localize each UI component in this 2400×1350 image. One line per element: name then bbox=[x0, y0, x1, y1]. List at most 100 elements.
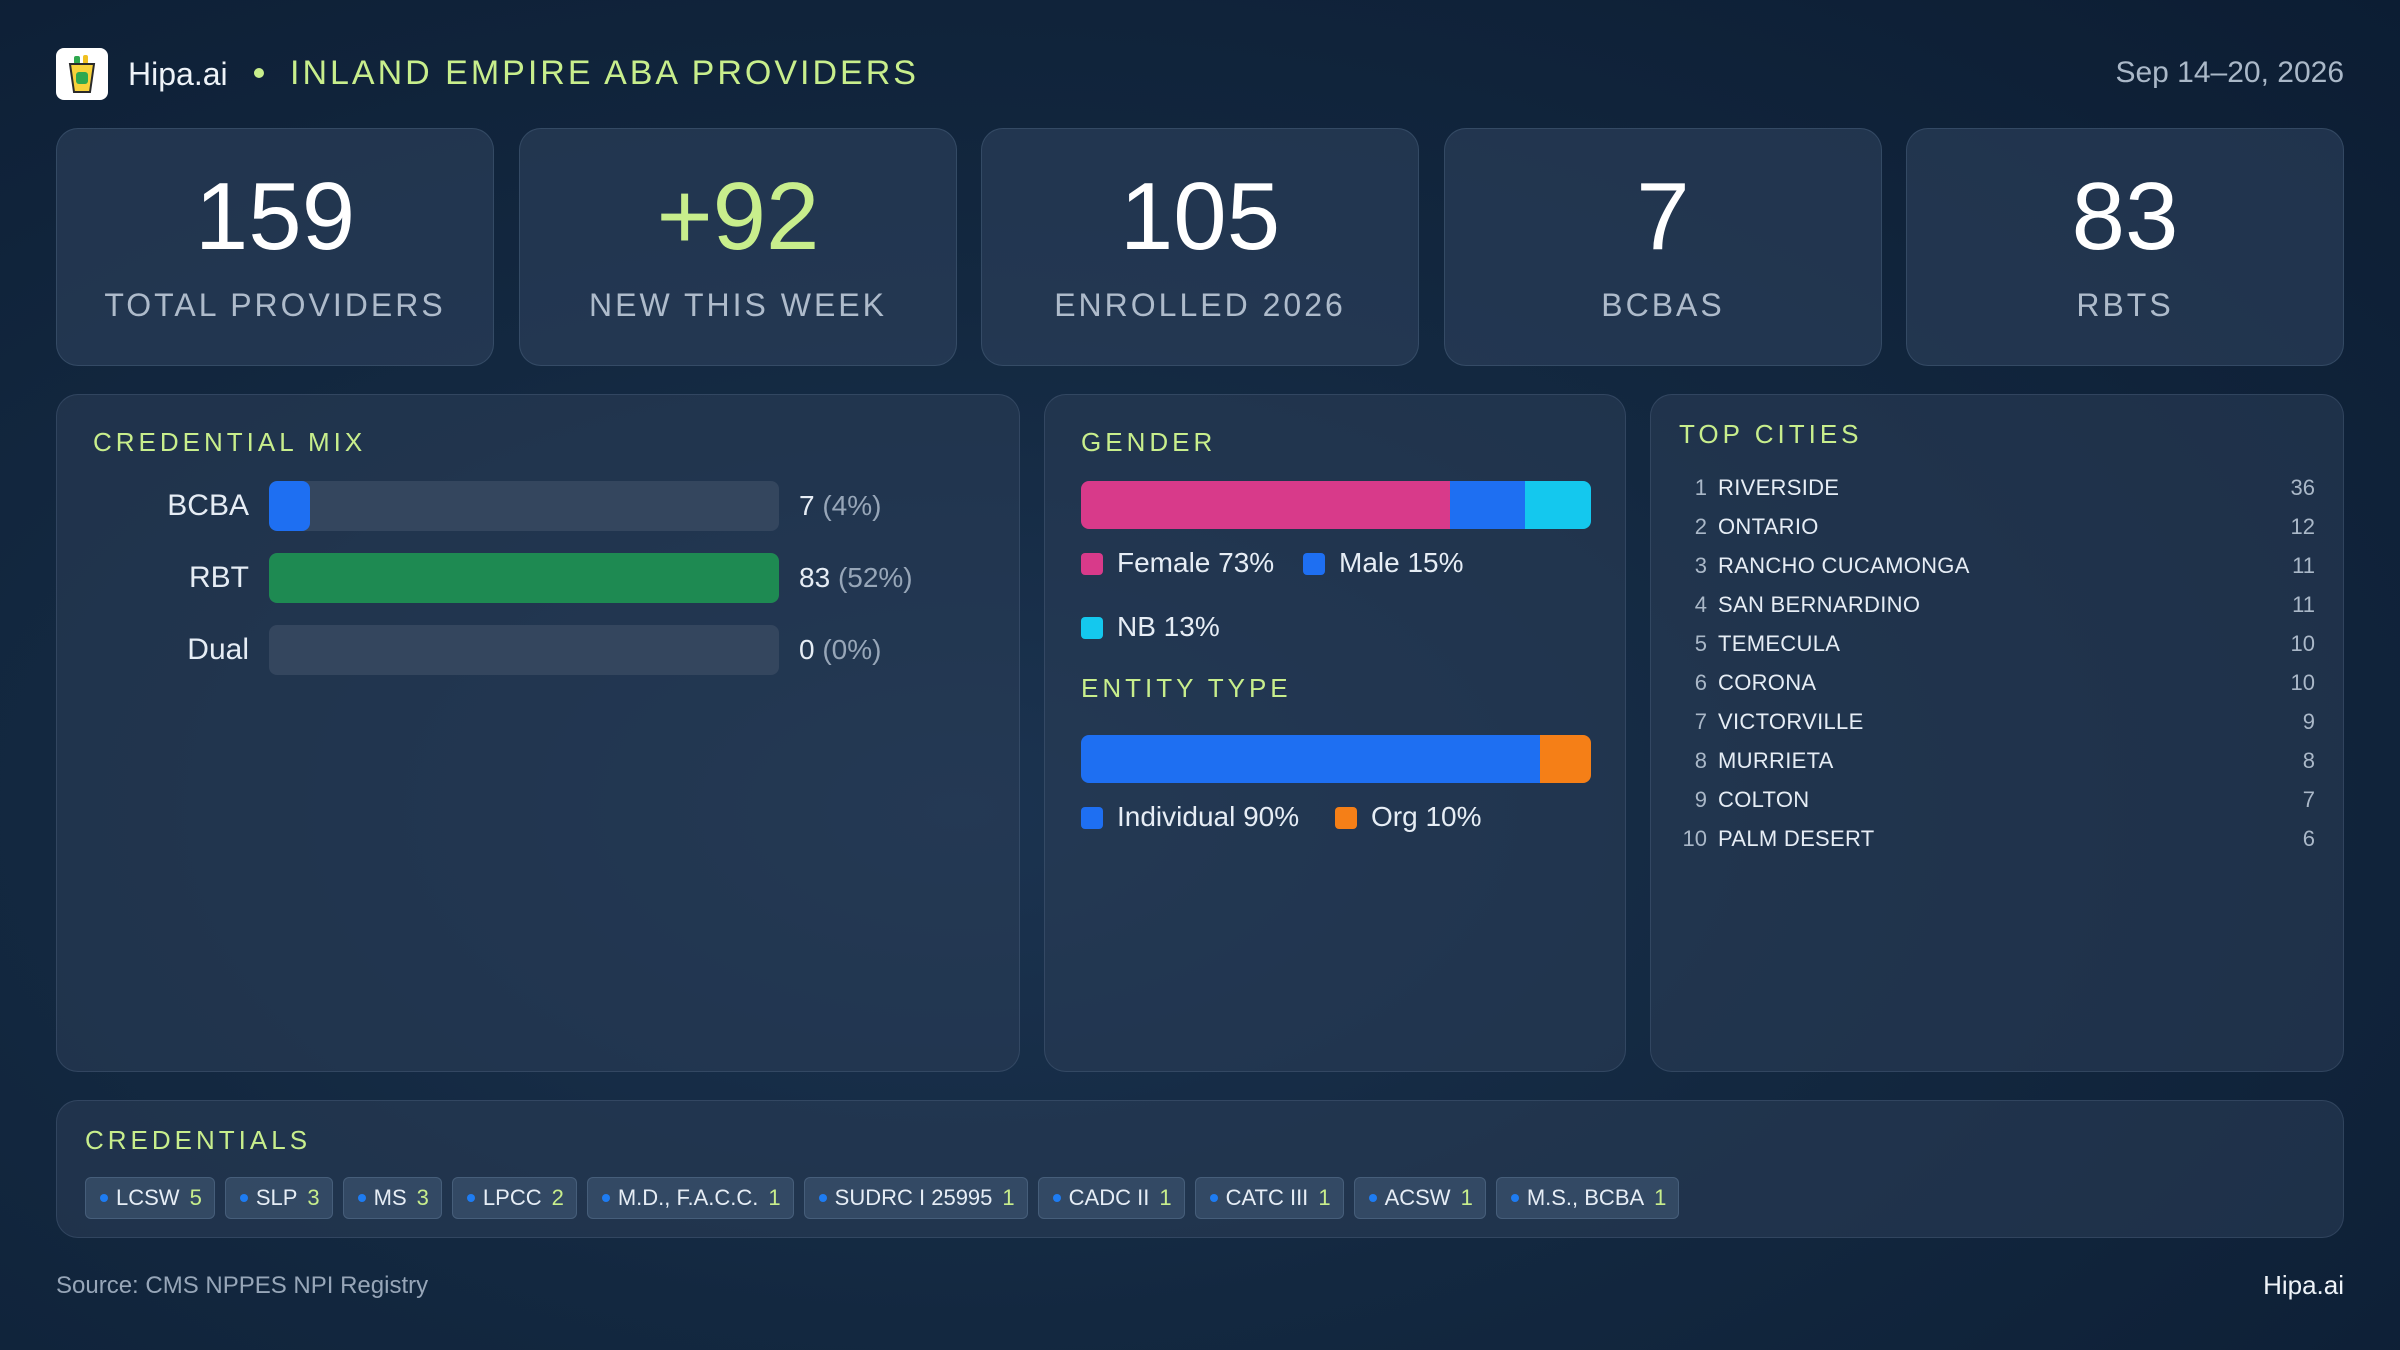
city-rank: 8 bbox=[1694, 748, 1707, 773]
city-row: 10 PALM DESERT 6 bbox=[1651, 826, 2343, 865]
city-list: 1 RIVERSIDE 36 2 ONTARIO 12 3 RANCHO CUCAMONGA 1… bbox=[1651, 475, 2343, 875]
legend-org: Org 10% bbox=[1335, 801, 1482, 833]
city-count: 10 bbox=[2290, 631, 2315, 656]
credentials-panel: CREDENTIALS LCSW 5 SLP 3 MS 3 LPCC 2 M.D., F.A.C… bbox=[56, 1100, 2344, 1238]
date-range: Sep 14–20, 2026 bbox=[2115, 56, 2344, 89]
panel-title: CREDENTIALS bbox=[85, 1125, 312, 1155]
credential-row-value: 0 (0%) bbox=[799, 634, 881, 666]
credential-chip: M.S., BCBA 1 bbox=[1495, 1177, 1680, 1219]
credential-bar-track bbox=[269, 553, 779, 603]
credential-chip: ACSW 1 bbox=[1353, 1177, 1486, 1219]
credential-count: 83 bbox=[799, 562, 831, 593]
kpi-label: NEW THIS WEEK bbox=[589, 287, 887, 323]
city-count: 12 bbox=[2290, 514, 2315, 539]
city-row: 7 VICTORVILLE 9 bbox=[1651, 709, 2343, 748]
credential-bar-fill bbox=[269, 481, 310, 531]
kpi-value: 105 bbox=[1119, 163, 1281, 270]
city-name: SAN BERNARDINO bbox=[1718, 592, 1921, 617]
chip-dot-icon bbox=[100, 1194, 108, 1202]
kpi-value: 159 bbox=[194, 163, 356, 270]
legend-swatch bbox=[1081, 807, 1103, 829]
legend-swatch bbox=[1081, 617, 1103, 639]
legend-label: Male 15% bbox=[1339, 547, 1464, 578]
credential-chip: LCSW 5 bbox=[85, 1177, 215, 1219]
chip-dot-icon bbox=[601, 1194, 610, 1202]
city-name: RANCHO CUCAMONGA bbox=[1718, 553, 1970, 578]
credential-chip: SLP 3 bbox=[224, 1177, 333, 1219]
kpi-enrolled-2026: 105 ENROLLED 2026 bbox=[981, 128, 1419, 366]
chip-label: LPCC bbox=[482, 1185, 542, 1210]
chip-count: 5 bbox=[189, 1185, 202, 1210]
city-row: 8 MURRIETA 8 bbox=[1651, 748, 2343, 787]
kpi-value: 83 bbox=[2071, 163, 2179, 270]
chip-label: M.D., F.A.C.C. bbox=[617, 1185, 759, 1210]
page-title-text: INLAND EMPIRE ABA PROVIDERS bbox=[290, 54, 919, 92]
stack-segment bbox=[1081, 735, 1540, 783]
city-rank: 10 bbox=[1682, 826, 1707, 851]
kpi-label: TOTAL PROVIDERS bbox=[104, 287, 446, 323]
city-row: 6 CORONA 10 bbox=[1651, 670, 2343, 709]
kpi-label: RBTS bbox=[2076, 287, 2174, 323]
chip-count: 3 bbox=[416, 1185, 429, 1210]
chip-count: 1 bbox=[768, 1185, 781, 1210]
city-name: TEMECULA bbox=[1718, 631, 1841, 656]
chip-dot-icon bbox=[1368, 1194, 1377, 1202]
stack-segment bbox=[1525, 481, 1591, 529]
kpi-new-this-week: +92 NEW THIS WEEK bbox=[519, 128, 957, 366]
source-note: Source: CMS NPPES NPI Registry bbox=[56, 1272, 429, 1299]
city-rank: 5 bbox=[1694, 631, 1707, 656]
kpi-label: ENROLLED 2026 bbox=[1054, 287, 1346, 323]
kpi-bcbas: 7 BCBAS bbox=[1444, 128, 1882, 366]
chip-count: 1 bbox=[1159, 1185, 1172, 1210]
credential-row-bcba: BCBA 7 (4%) bbox=[113, 481, 1013, 531]
credential-chips: LCSW 5 SLP 3 MS 3 LPCC 2 M.D., F.A.C.C. 1 SUDRC I … bbox=[85, 1177, 1680, 1219]
city-row: 1 RIVERSIDE 36 bbox=[1651, 475, 2343, 514]
chip-dot-icon bbox=[1052, 1194, 1061, 1202]
city-name: MURRIETA bbox=[1718, 748, 1834, 773]
chip-count: 3 bbox=[307, 1185, 320, 1210]
city-row: 4 SAN BERNARDINO 11 bbox=[1651, 592, 2343, 631]
city-name: VICTORVILLE bbox=[1718, 709, 1864, 734]
credential-row-label: RBT bbox=[189, 561, 249, 594]
page-title: INLAND EMPIRE ABA PROVIDERS bbox=[290, 54, 919, 93]
city-row: 3 RANCHO CUCAMONGA 11 bbox=[1651, 553, 2343, 592]
city-name: ONTARIO bbox=[1718, 514, 1819, 539]
credential-row-dual: Dual 0 (0%) bbox=[113, 625, 1013, 675]
legend-swatch bbox=[1303, 553, 1325, 575]
credential-pct: (52%) bbox=[837, 562, 913, 593]
credential-bar-track bbox=[269, 625, 779, 675]
chip-dot-icon bbox=[239, 1194, 248, 1202]
city-count: 36 bbox=[2290, 475, 2315, 500]
city-rank: 4 bbox=[1694, 592, 1707, 617]
kpi-label: BCBAS bbox=[1601, 287, 1725, 323]
stack-segment bbox=[1081, 481, 1450, 529]
chip-dot-icon bbox=[818, 1194, 827, 1202]
kpi-rbts: 83 RBTS bbox=[1906, 128, 2344, 366]
credential-chip: CADC II 1 bbox=[1037, 1177, 1185, 1219]
city-count: 6 bbox=[2302, 826, 2315, 851]
chip-label: MS bbox=[373, 1185, 407, 1210]
title-separator-dot bbox=[254, 68, 264, 78]
city-count: 7 bbox=[2302, 787, 2315, 812]
city-count: 9 bbox=[2302, 709, 2315, 734]
panel-title: CREDENTIAL MIX bbox=[93, 427, 367, 457]
city-rank: 3 bbox=[1694, 553, 1707, 578]
chip-label: M.S., BCBA bbox=[1526, 1185, 1645, 1210]
city-rank: 7 bbox=[1694, 709, 1707, 734]
legend-male: Male 15% bbox=[1303, 547, 1464, 579]
credential-bar-track bbox=[269, 481, 779, 531]
credential-pct: (4%) bbox=[822, 490, 882, 521]
legend-female: Female 73% bbox=[1081, 547, 1274, 579]
city-name: CORONA bbox=[1718, 670, 1817, 695]
chip-dot-icon bbox=[1209, 1194, 1218, 1202]
credential-row-label: Dual bbox=[187, 633, 249, 666]
city-count: 10 bbox=[2290, 670, 2315, 695]
footer-brand: Hipa.ai bbox=[2263, 1270, 2344, 1300]
city-rank: 6 bbox=[1694, 670, 1707, 695]
legend-label: Individual 90% bbox=[1117, 801, 1300, 832]
chip-count: 1 bbox=[1318, 1185, 1331, 1210]
legend-label: Org 10% bbox=[1371, 801, 1482, 832]
stack-segment bbox=[1540, 735, 1591, 783]
credential-chip: SUDRC I 25995 1 bbox=[803, 1177, 1028, 1219]
chip-label: ACSW bbox=[1384, 1185, 1451, 1210]
